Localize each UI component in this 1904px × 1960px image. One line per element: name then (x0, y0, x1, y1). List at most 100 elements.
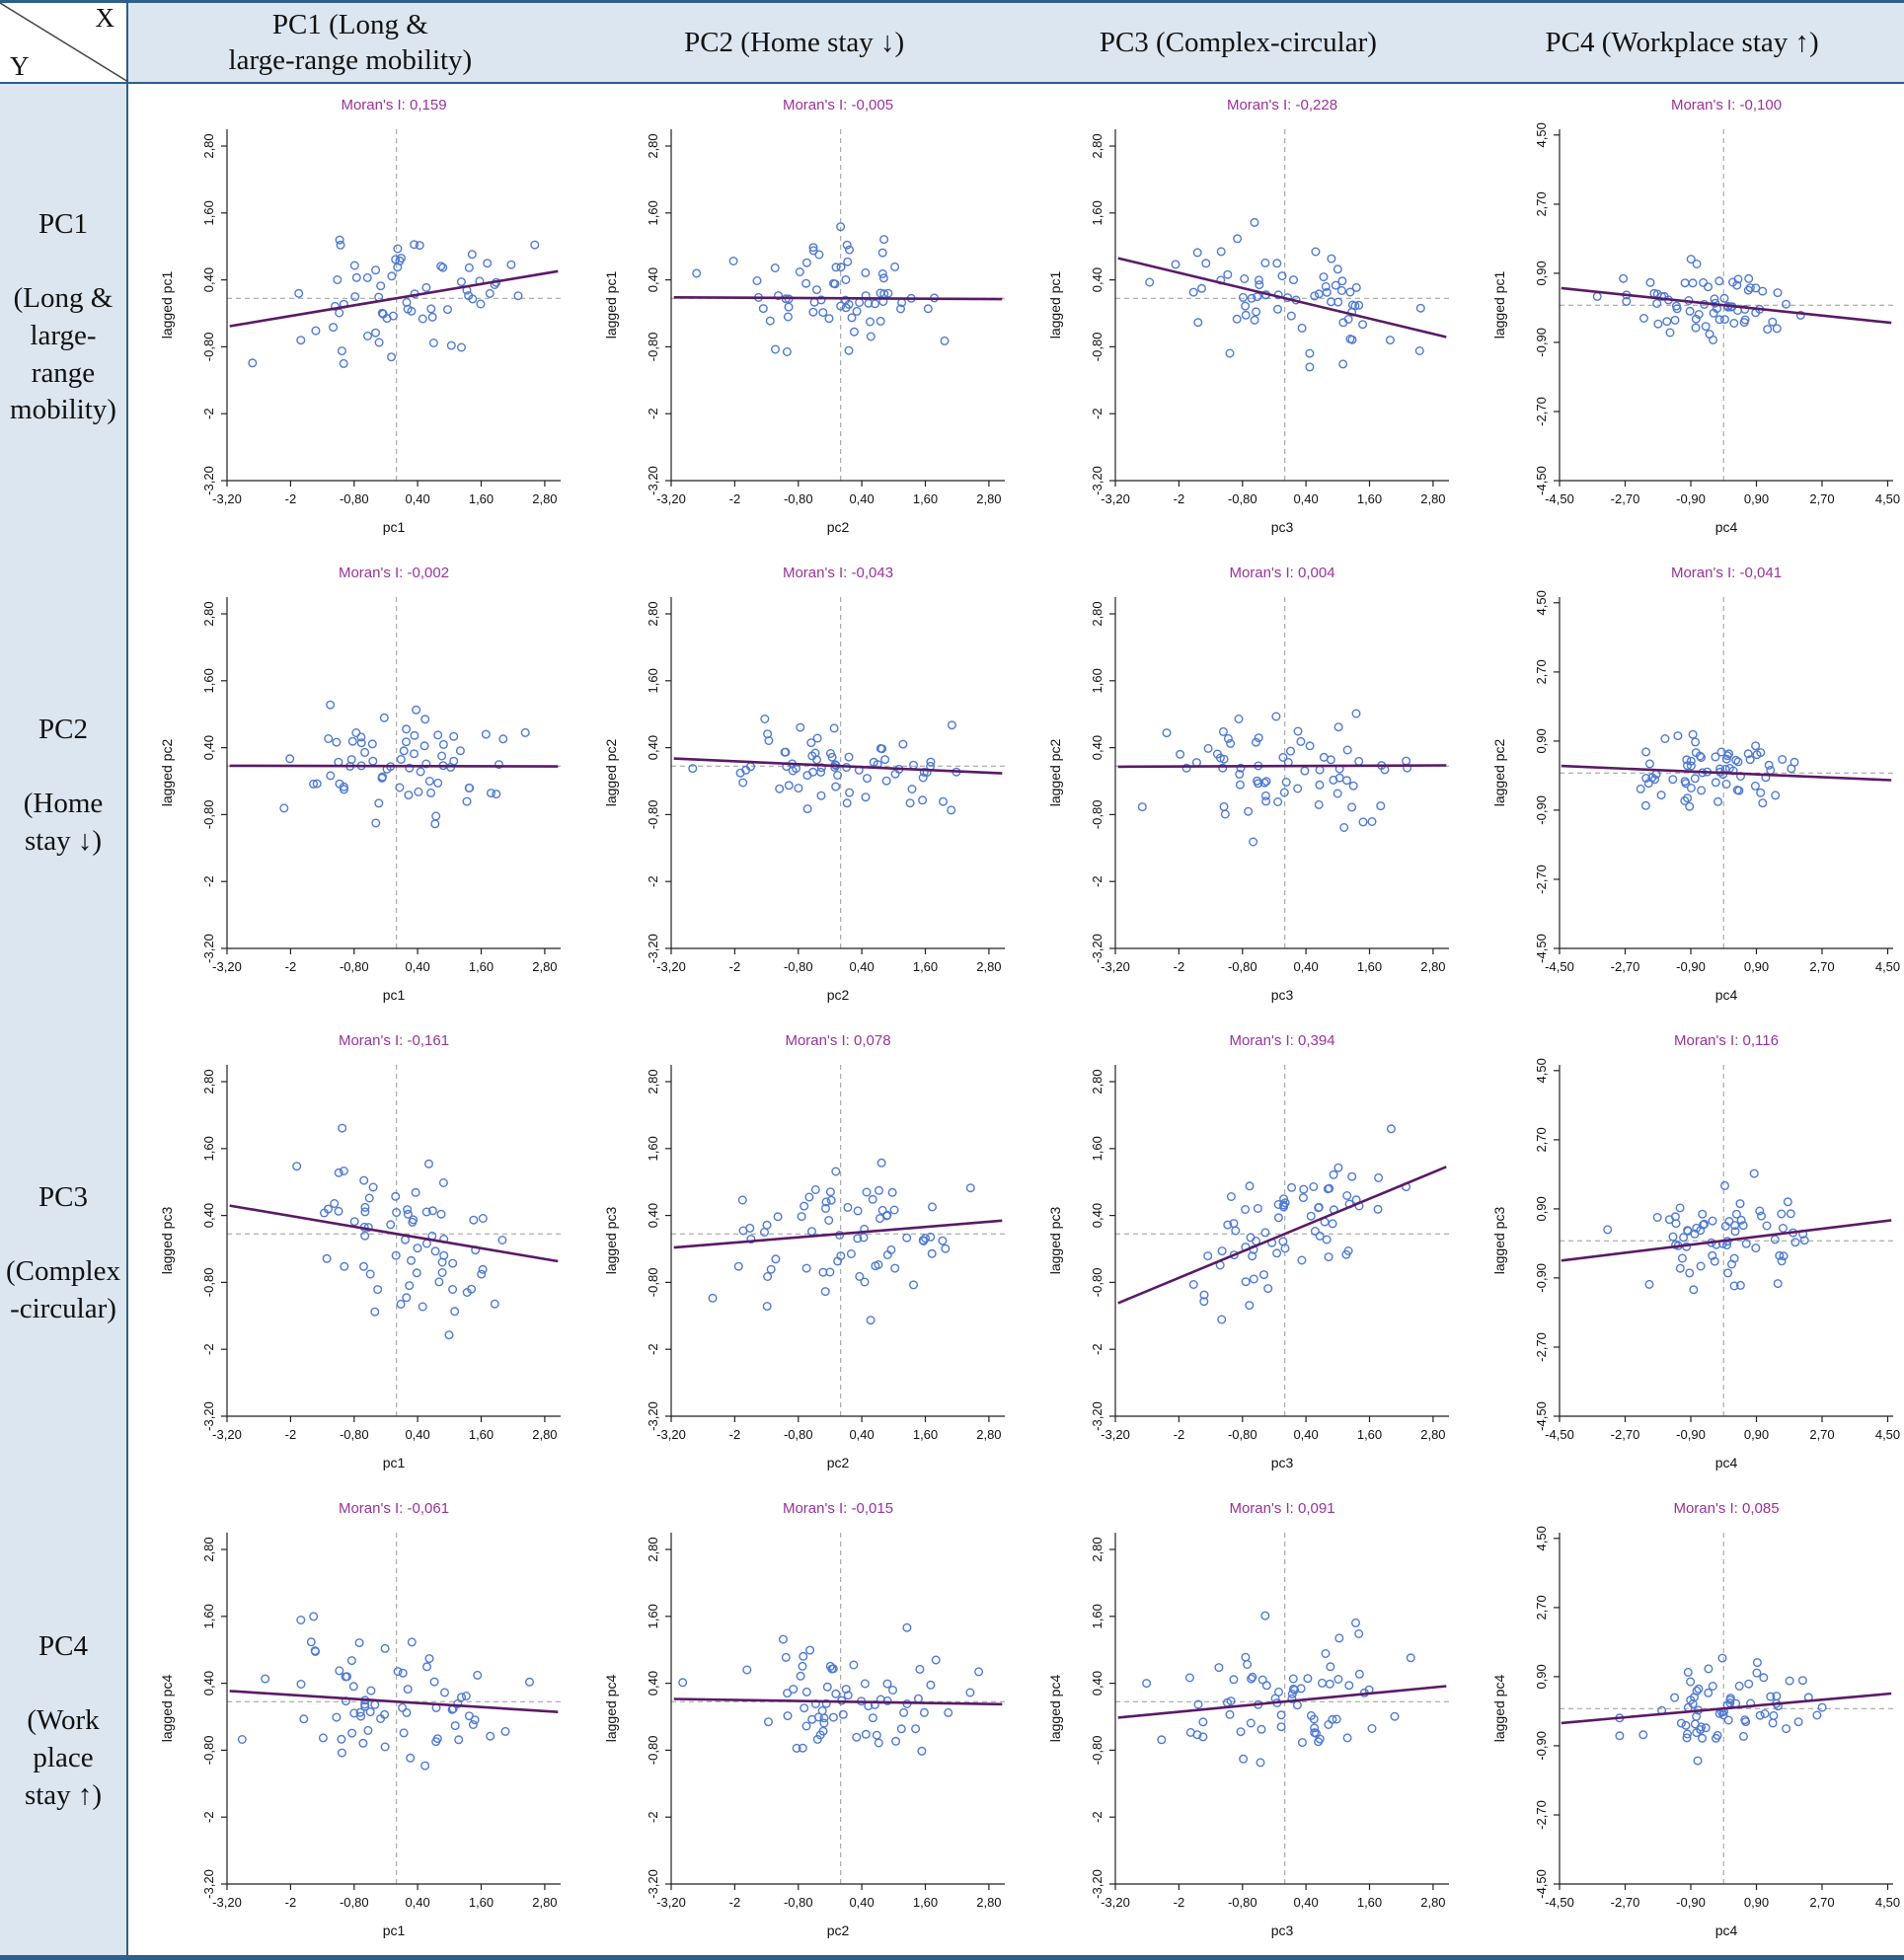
row-header-pc3: PC3 (Complex -circular) (0, 1019, 128, 1487)
moran-scatterplot: Moran's I: -0,041 -4,50 -2,70 -0,90 0,90 2,70… (1491, 565, 1900, 1003)
plot-cell-lagged-pc3-vs-pc1: Moran's I: -0,161 -3,20 -2 -0,80 0,40 1,60 2,8… (128, 1019, 572, 1487)
mean-crosshair (227, 597, 562, 948)
scatter-points (279, 700, 531, 829)
svg-text:-2: -2 (1090, 1343, 1104, 1355)
svg-text:4,50: 4,50 (1534, 122, 1549, 147)
plot-title: Moran's I: -0,228 (1227, 97, 1337, 113)
regression-line (1117, 257, 1447, 339)
x-axis-label: pc2 (827, 987, 850, 1003)
svg-text:0,90: 0,90 (1743, 1427, 1768, 1442)
y-axis-label: lagged pc3 (603, 1207, 619, 1275)
row-header-pc2: PC2 (Home stay ↓) (0, 552, 128, 1019)
axes: -4,50 -2,70 -0,90 0,90 2,70 4,50 -4,50 -2,70 -0,… (1534, 122, 1900, 506)
svg-text:-2,70: -2,70 (1534, 865, 1549, 894)
svg-text:-3,20: -3,20 (213, 491, 243, 506)
plot-title: Moran's I: 0,394 (1229, 1032, 1334, 1049)
scatter-points (1602, 1168, 1809, 1295)
svg-text:0,40: 0,40 (406, 491, 430, 506)
y-axis-label: lagged pc4 (1491, 1675, 1507, 1743)
svg-text:-4,50: -4,50 (1534, 466, 1549, 495)
svg-text:0,40: 0,40 (850, 1427, 875, 1442)
scatter-points (292, 1123, 507, 1340)
svg-text:4,50: 4,50 (1874, 959, 1899, 974)
corner-cell: X Y (0, 3, 128, 84)
svg-text:2,80: 2,80 (533, 491, 558, 506)
x-axis-label: pc1 (383, 1922, 406, 1938)
svg-text:2,80: 2,80 (646, 1069, 660, 1093)
svg-text:-3,20: -3,20 (646, 1869, 660, 1899)
svg-text:1,60: 1,60 (1090, 1604, 1104, 1628)
y-axis-label: lagged pc1 (1491, 271, 1507, 339)
plot-title: Moran's I: 0,159 (342, 97, 447, 113)
plot-title: Moran's I: 0,085 (1673, 1500, 1779, 1517)
svg-text:1,60: 1,60 (913, 959, 938, 974)
plot-title: Moran's I: -0,015 (783, 1500, 893, 1517)
svg-text:1,60: 1,60 (1357, 1895, 1382, 1910)
scatter-points (692, 222, 950, 357)
svg-text:2,80: 2,80 (201, 601, 216, 626)
svg-text:-0,80: -0,80 (646, 800, 660, 830)
svg-text:2,80: 2,80 (1090, 133, 1104, 158)
svg-text:0,40: 0,40 (201, 1203, 216, 1228)
svg-text:2,80: 2,80 (1090, 601, 1104, 626)
x-axis-label: pc4 (1714, 519, 1737, 535)
plot-cell-lagged-pc3-vs-pc3: Moran's I: 0,394 -3,20 -2 -0,80 0,40 1,60 2,80… (1016, 1019, 1461, 1487)
svg-text:-2: -2 (1173, 959, 1184, 974)
axes: -3,20 -2 -0,80 0,40 1,60 2,80 -3,20 -2 -0,80 0,40… (646, 1065, 1006, 1442)
svg-text:-0,80: -0,80 (1090, 1268, 1104, 1298)
svg-text:-4,50: -4,50 (1534, 934, 1549, 963)
svg-text:1,60: 1,60 (913, 491, 938, 506)
scatter-points (1141, 1611, 1415, 1768)
y-axis-label: lagged pc2 (603, 739, 619, 807)
svg-text:-0,80: -0,80 (340, 959, 369, 974)
plot-cell-lagged-pc1-vs-pc4: Moran's I: -0,100 -4,50 -2,70 -0,90 0,90 2,70… (1460, 84, 1904, 552)
x-axis-label: pc2 (827, 1455, 850, 1470)
svg-text:-2,70: -2,70 (1610, 1427, 1639, 1442)
plot-cell-lagged-pc3-vs-pc4: Moran's I: 0,116 -4,50 -2,70 -0,90 0,90 2,70 4… (1460, 1019, 1904, 1487)
y-axis-label: lagged pc2 (1047, 739, 1063, 807)
axes: -4,50 -2,70 -0,90 0,90 2,70 4,50 -4,50 -2,70 -0,… (1534, 1526, 1900, 1910)
svg-text:2,80: 2,80 (533, 1427, 558, 1442)
scatter-points (1188, 1124, 1410, 1324)
mean-crosshair (1559, 1533, 1893, 1884)
axes: -3,20 -2 -0,80 0,40 1,60 2,80 -3,20 -2 -0,80 0,40… (646, 1533, 1006, 1910)
plot-cell-lagged-pc3-vs-pc2: Moran's I: 0,078 -3,20 -2 -0,80 0,40 1,60 2,80… (571, 1019, 1017, 1487)
svg-text:-3,20: -3,20 (656, 1895, 686, 1910)
x-axis-label: pc3 (1271, 1455, 1294, 1470)
svg-text:-3,20: -3,20 (1090, 1869, 1104, 1899)
svg-text:0,40: 0,40 (646, 267, 660, 292)
mean-crosshair (1559, 129, 1893, 481)
mean-crosshair (671, 1065, 1006, 1416)
col-header-pc4: PC4 (Workplace stay ↑) (1460, 3, 1904, 84)
svg-text:2,80: 2,80 (1420, 1427, 1445, 1442)
svg-text:2,70: 2,70 (1534, 1595, 1549, 1620)
plot-cell-lagged-pc4-vs-pc2: Moran's I: -0,015 -3,20 -2 -0,80 0,40 1,60 2,8… (571, 1487, 1017, 1955)
scatter-points (688, 714, 961, 815)
regression-line (229, 1204, 559, 1263)
svg-text:-2: -2 (729, 491, 741, 506)
diagonal-line (0, 3, 128, 82)
svg-text:1,60: 1,60 (201, 668, 216, 693)
svg-text:1,60: 1,60 (201, 200, 216, 225)
mean-crosshair (227, 129, 562, 481)
svg-text:2,80: 2,80 (1090, 1069, 1104, 1093)
svg-text:-0,80: -0,80 (201, 1268, 216, 1298)
scatter-points (1592, 255, 1805, 344)
svg-text:0,40: 0,40 (1090, 1203, 1104, 1228)
mean-crosshair (1559, 597, 1893, 948)
plot-title: Moran's I: -0,100 (1671, 97, 1782, 113)
svg-text:-0,80: -0,80 (784, 491, 813, 506)
mean-crosshair (227, 1065, 562, 1416)
moran-scatterplot: Moran's I: -0,043 -3,20 -2 -0,80 0,40 1,60 2,8… (603, 565, 1006, 1003)
svg-text:-0,80: -0,80 (784, 1427, 813, 1442)
svg-text:-2,70: -2,70 (1534, 1332, 1549, 1362)
regression-line (1117, 764, 1447, 769)
x-axis-label: pc2 (827, 1922, 850, 1938)
svg-text:-0,80: -0,80 (784, 1895, 813, 1910)
svg-text:-2,70: -2,70 (1534, 1800, 1549, 1830)
svg-text:0,90: 0,90 (1743, 959, 1768, 974)
mean-crosshair (1114, 129, 1449, 481)
mean-crosshair (1114, 1533, 1449, 1884)
svg-text:-2: -2 (1173, 1895, 1184, 1910)
y-axis-label: lagged pc1 (603, 271, 619, 339)
